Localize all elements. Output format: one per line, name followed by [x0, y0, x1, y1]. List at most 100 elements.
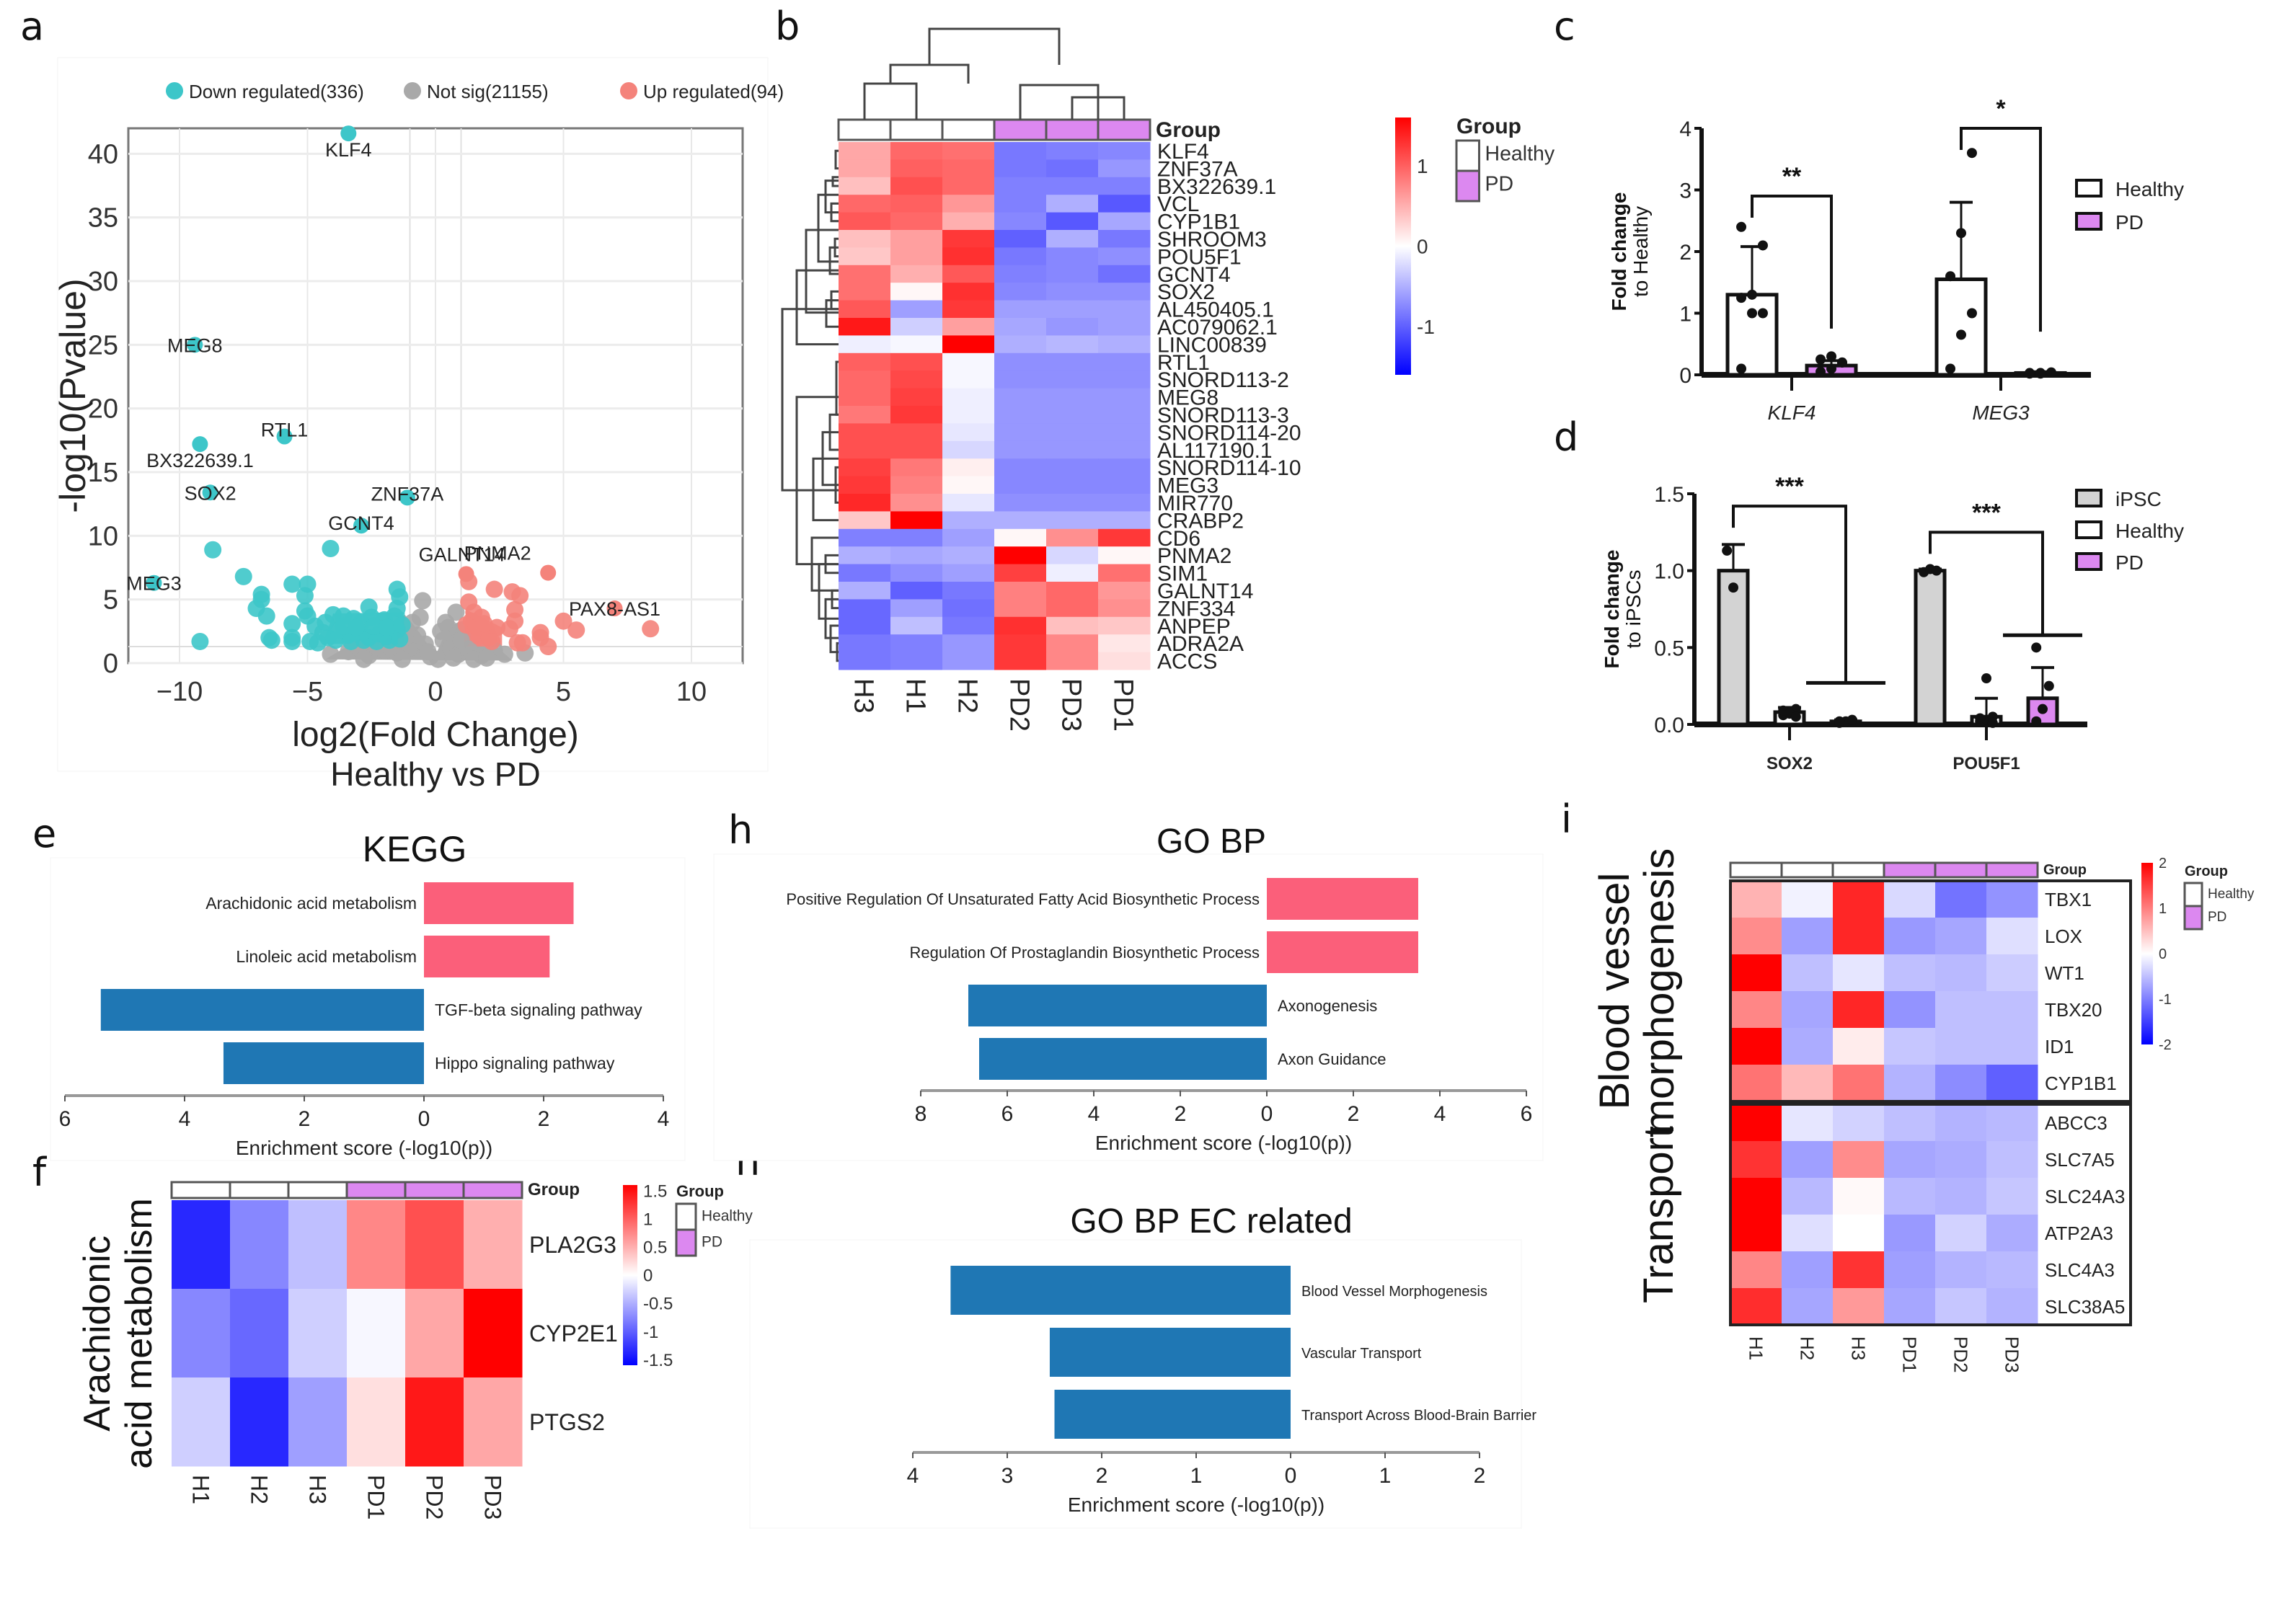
heatmap-cell: [288, 1289, 348, 1378]
row-dendrogram-branch: [795, 269, 839, 346]
heatmap-cell: [1098, 476, 1151, 494]
group-annotation-cell: [1883, 861, 1937, 879]
heatmap-cell: [1098, 265, 1151, 283]
x-tick-label: 4: [1088, 1102, 1100, 1126]
heatmap-cell: [890, 142, 943, 160]
x-tick-label: 6: [1521, 1102, 1533, 1126]
heatmap-cell: [942, 247, 995, 266]
heatmap-cell: [942, 142, 995, 160]
data-point-up: [475, 615, 493, 633]
y-tick-label: 30: [88, 267, 118, 297]
term-label: Positive Regulation Of Unsaturated Fatty…: [786, 890, 1260, 908]
heatmap-cell: [942, 511, 995, 530]
data-point-down: [388, 600, 406, 618]
y-tick-label: 0.0: [1654, 714, 1684, 737]
heatmap-cell: [1730, 1215, 1782, 1252]
legend-swatch-pd: [2183, 905, 2203, 931]
heatmap-cell: [1046, 599, 1099, 618]
labeled-point: [540, 564, 557, 581]
row-label: ADRA2A: [1157, 632, 1244, 656]
replicate-point: [1736, 221, 1747, 232]
x-tick-label: 2: [1474, 1464, 1486, 1488]
colorbar-tick-label: 0.5: [643, 1238, 667, 1258]
heatmap-cell: [994, 335, 1047, 354]
heatmap-cell: [1884, 918, 1936, 955]
data-point-down: [391, 630, 409, 648]
heatmap-cell: [1884, 1251, 1936, 1289]
point-label: BX322639.1: [146, 450, 254, 471]
x-tick-label: 1: [1190, 1464, 1203, 1488]
group-annotation-cell: [993, 118, 1048, 141]
enrichment-bar-down: [1049, 1328, 1291, 1377]
heatmap-cell: [1098, 634, 1151, 653]
heatmap-cell: [839, 195, 891, 213]
heatmap-cell: [1730, 1251, 1782, 1289]
data-point-down: [191, 632, 209, 650]
heatmap-cell: [1986, 1251, 2038, 1289]
x-tick-label: 0: [1261, 1102, 1273, 1126]
heatmap-cell: [1986, 1141, 2038, 1179]
colorbar-tick-label: 2: [2159, 856, 2167, 871]
heatmap-cell: [230, 1200, 289, 1290]
y-axis-subtitle: to Healthy: [1629, 206, 1652, 297]
chart-title: KEGG: [363, 829, 466, 869]
heatmap-cell: [1782, 1141, 1834, 1179]
heatmap-cell: [1098, 599, 1151, 618]
heatmap-cell: [1833, 1251, 1885, 1289]
legend-label-pd: PD: [1485, 172, 1514, 195]
heatmap-cell: [1833, 1028, 1885, 1065]
replicate-point: [1931, 565, 1942, 576]
heatmap-cell: [1046, 458, 1099, 477]
row-label: PNMA2: [1157, 544, 1231, 568]
heatmap-cell: [1098, 230, 1151, 248]
heatmap-cell: [1098, 212, 1151, 231]
data-point-notsig: [478, 649, 495, 667]
heatmap-cell: [1730, 1178, 1782, 1215]
heatmap-cell: [994, 528, 1047, 547]
row-label: TBX20: [2045, 999, 2102, 1021]
heatmap-cell: [405, 1200, 464, 1290]
heatmap-cell: [1986, 1028, 2038, 1065]
data-point-down: [393, 616, 411, 634]
x-tick-label: 2: [538, 1107, 550, 1131]
heatmap-cell: [942, 300, 995, 319]
heatmap-cell: [1730, 1288, 1782, 1326]
replicate-point: [1736, 363, 1747, 374]
heatmap-cell: [1046, 195, 1099, 213]
heatmap-cell: [464, 1289, 523, 1378]
row-group-title: Blood vessel: [1591, 873, 1638, 1110]
heatmap-cell: [1935, 1288, 1987, 1326]
term-label: Arachidonic acid metabolism: [205, 894, 417, 913]
data-point-down: [234, 567, 252, 585]
replicate-point: [1975, 713, 1986, 724]
heatmap-cell: [1884, 1104, 1936, 1142]
labeled-point: [202, 484, 218, 501]
data-point-notsig: [411, 608, 429, 626]
heatmap-cell: [1782, 918, 1834, 955]
row-dendrogram-branch: [781, 308, 839, 492]
heatmap-cell: [994, 230, 1047, 248]
panel-label-h-gobp: h: [728, 807, 753, 853]
heatmap-cell: [405, 1289, 464, 1378]
point-label: PAX8-AS1: [569, 598, 660, 620]
column-label: PD2: [421, 1475, 447, 1519]
x-tick-label: 6: [1001, 1102, 1014, 1126]
heatmap-cell: [1046, 476, 1099, 494]
colorbar-tick-label: 1: [2159, 901, 2167, 917]
annotation-title: Group: [1156, 118, 1221, 142]
x-tick-label: 0: [418, 1107, 430, 1131]
column-label: PD1: [1898, 1336, 1920, 1373]
heatmap-cell: [172, 1200, 231, 1290]
x-axis-title: log2(Fold Change): [292, 716, 579, 754]
heatmap-cell: [1730, 991, 1782, 1029]
heatmap-cell: [994, 370, 1047, 389]
row-label: PTGS2: [529, 1409, 605, 1435]
heatmap-cell: [890, 352, 943, 371]
heatmap-cell: [890, 511, 943, 530]
y-axis-subtitle: to iPSCs: [1622, 570, 1645, 649]
group-annotation-cell: [1097, 118, 1151, 141]
term-label: TGF-beta signaling pathway: [435, 1000, 642, 1019]
